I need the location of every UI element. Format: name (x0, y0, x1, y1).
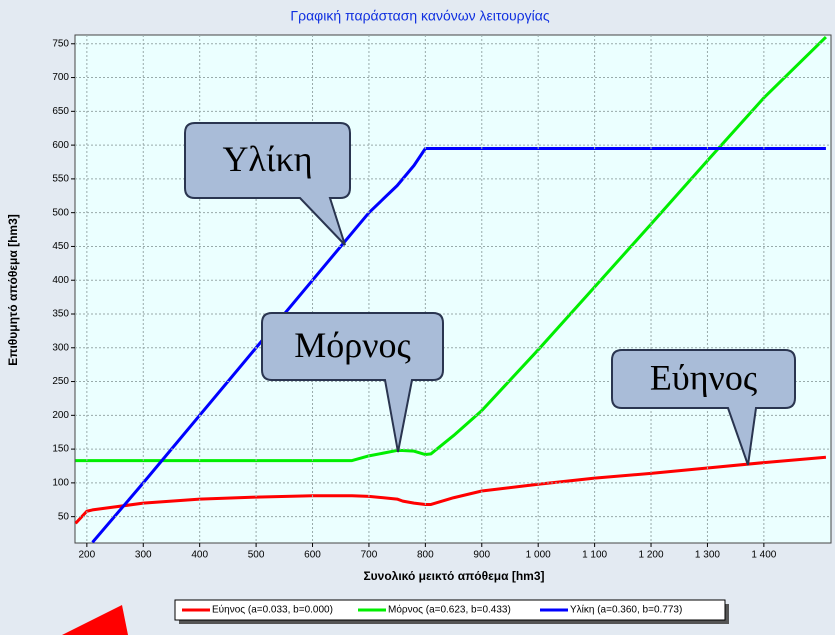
callout-bubble (184, 122, 351, 246)
x-tick-label: 400 (191, 550, 208, 561)
y-tick-label: 600 (52, 140, 69, 151)
y-tick-label: 300 (52, 342, 69, 353)
y-tick-label: 400 (52, 275, 69, 286)
y-tick-label: 150 (52, 444, 69, 455)
callout: Υλίκη (184, 122, 351, 246)
y-tick-label: 450 (52, 241, 69, 252)
legend: Εύηνος (a=0.033, b=0.000) Μόρνος (a=0.623… (174, 599, 729, 624)
x-tick-label: 700 (361, 550, 378, 561)
legend-label: Μόρνος (a=0.623, b=0.433) (388, 604, 511, 616)
x-tick-label: 1 100 (582, 550, 607, 561)
x-axis-label: Συνολικό μεικτό απόθεμα [hm3] (363, 569, 544, 583)
x-tick-label: 1 300 (695, 550, 720, 561)
y-tick-label: 250 (52, 376, 69, 387)
y-tick-label: 350 (52, 309, 69, 320)
callout: Εύηνος (611, 349, 796, 466)
x-tick-label: 600 (304, 550, 321, 561)
legend-label: Υλίκη (a=0.360, b=0.773) (570, 604, 682, 616)
callout-label: Υλίκη (222, 139, 312, 179)
x-tick-label: 800 (417, 550, 434, 561)
plot-area (74, 34, 832, 544)
y-tick-label: 500 (52, 207, 69, 218)
y-axis-label: Επιθυμητό απόθεμα [hm3] (6, 214, 20, 365)
x-tick-label: 300 (135, 550, 152, 561)
pointer-icon (62, 605, 128, 635)
y-tick-label: 650 (52, 106, 69, 117)
callout-bubble (611, 349, 796, 466)
x-tick-label: 1 200 (639, 550, 664, 561)
x-tick-label: 500 (248, 550, 265, 561)
x-tick-label: 900 (473, 550, 490, 561)
x-tick-label: 1 400 (751, 550, 776, 561)
callout-label: Εύηνος (650, 357, 757, 397)
series-line (75, 35, 827, 463)
callout-label: Μόρνος (294, 325, 411, 365)
y-tick-label: 550 (52, 174, 69, 185)
y-tick-label: 50 (58, 511, 70, 522)
callout-bubble (261, 312, 444, 453)
y-tick-label: 200 (52, 410, 69, 421)
x-tick-label: 200 (79, 550, 96, 561)
y-tick-label: 100 (52, 478, 69, 489)
chart-title: Γραφική παράσταση κανόνων λειτουργίας (290, 8, 549, 24)
callout: Μόρνος (261, 312, 444, 453)
legend-label: Εύηνος (a=0.033, b=0.000) (212, 604, 333, 616)
y-tick-label: 750 (52, 38, 69, 49)
series-line (75, 455, 827, 525)
y-tick-label: 700 (52, 72, 69, 83)
legend-box (174, 599, 726, 621)
x-tick-label: 1 000 (526, 550, 551, 561)
